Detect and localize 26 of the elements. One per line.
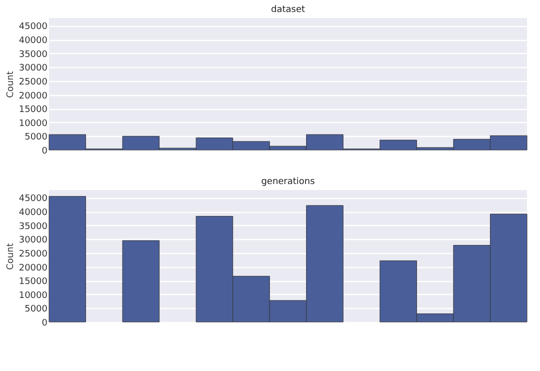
chart-title: generations xyxy=(261,177,316,187)
y-tick-label: 10000 xyxy=(18,290,48,301)
y-tick-label: 30000 xyxy=(18,236,48,246)
y-tick-label: 10000 xyxy=(18,118,48,129)
y-tick-label: 35000 xyxy=(18,50,48,60)
y-tick-label: 30000 xyxy=(18,64,48,74)
y-axis-title: Count xyxy=(6,242,16,270)
y-tick-label: 40000 xyxy=(18,36,48,46)
y-tick-label: 5000 xyxy=(24,304,48,315)
y-tick-label: 0 xyxy=(42,146,48,156)
bar xyxy=(48,196,86,322)
y-tick-label: 15000 xyxy=(18,277,48,288)
bar xyxy=(122,240,160,322)
y-tick-label: 20000 xyxy=(18,263,48,274)
y-tick-label: 45000 xyxy=(18,22,48,32)
y-tick-label: 0 xyxy=(42,318,48,328)
y-tick-label: 20000 xyxy=(18,91,48,102)
chart-title: dataset xyxy=(270,5,306,15)
y-tick-label: 40000 xyxy=(18,208,48,218)
y-tick-label: 35000 xyxy=(18,222,48,232)
y-tick-label: 45000 xyxy=(18,194,48,204)
y-tick-label: 25000 xyxy=(18,77,48,88)
y-tick-label: 5000 xyxy=(24,132,48,143)
y-tick-label: 15000 xyxy=(18,105,48,116)
y-axis-title: Count xyxy=(6,70,16,98)
y-tick-label: 25000 xyxy=(18,249,48,260)
